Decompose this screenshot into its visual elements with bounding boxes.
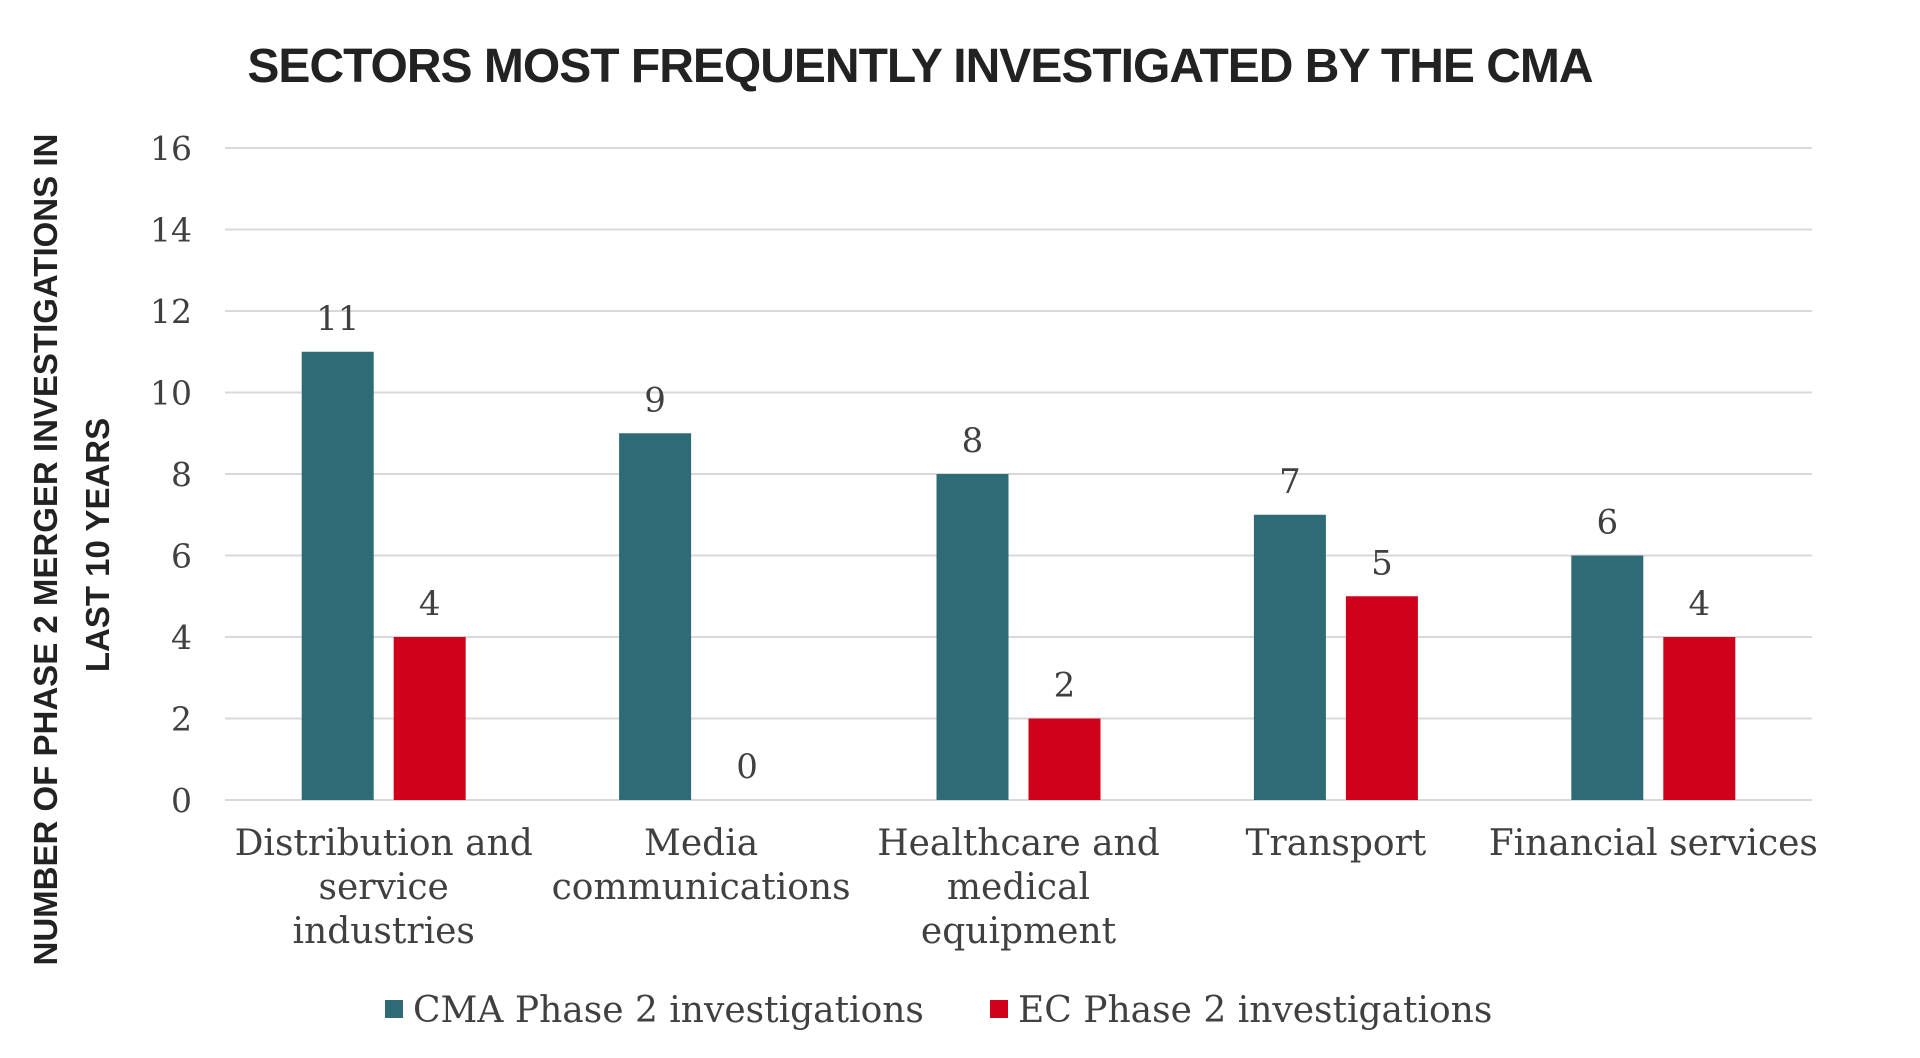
bar-cma — [1253, 514, 1326, 800]
bars — [301, 351, 1736, 800]
category-label-line: Transport — [1246, 823, 1427, 864]
y-tick-label: 4 — [171, 618, 192, 657]
y-tick-label: 0 — [171, 781, 192, 820]
legend-label: CMA Phase 2 investigations — [413, 990, 924, 1031]
gridlines — [225, 147, 1812, 801]
category-label-line: communications — [552, 867, 851, 908]
category-label: Transport — [1246, 823, 1427, 864]
category-label-line: industries — [293, 911, 475, 952]
data-label: 6 — [1596, 503, 1618, 543]
y-tick-label: 12 — [150, 292, 192, 331]
data-label: 4 — [1688, 584, 1710, 624]
y-tick-label: 16 — [150, 129, 192, 168]
data-label: 0 — [736, 747, 758, 787]
category-label-line: Distribution and — [235, 823, 533, 864]
category-label: Media communications — [552, 823, 851, 908]
chart-title: SECTORS MOST FREQUENTLY INVESTIGATED BY … — [247, 40, 1593, 93]
bar-ec — [1345, 596, 1418, 800]
data-label: 5 — [1371, 543, 1393, 583]
data-labels: 11 9 8 7 6 4 0 2 5 4 — [316, 299, 1710, 787]
data-label: 7 — [1279, 462, 1301, 502]
bar-cma — [619, 433, 692, 800]
bar-cma — [301, 351, 374, 800]
bar-ec — [393, 637, 466, 800]
y-axis-label: NUMBER OF PHASE 2 MERGER INVESTIGATIONS … — [27, 125, 116, 966]
data-label: 2 — [1054, 666, 1076, 706]
category-label-line: Media — [644, 823, 758, 864]
y-tick-label: 8 — [171, 455, 192, 494]
y-axis-ticks: 0 2 4 6 8 10 12 14 16 — [150, 129, 192, 820]
category-label-line: medical — [947, 867, 1090, 908]
legend-label: EC Phase 2 investigations — [1018, 990, 1492, 1031]
category-label-line: Healthcare and — [877, 823, 1160, 864]
data-label: 9 — [644, 380, 666, 420]
category-label: Distribution and service industries — [235, 823, 533, 952]
y-tick-label: 2 — [171, 700, 192, 739]
data-label: 11 — [316, 299, 359, 339]
y-axis-label-line-2: LAST 10 YEARS — [79, 418, 116, 672]
y-tick-label: 10 — [150, 374, 192, 413]
category-label-line: service — [319, 867, 449, 908]
category-label-line: equipment — [921, 911, 1117, 952]
y-tick-label: 14 — [150, 211, 192, 250]
category-label: Healthcare and medical equipment — [877, 823, 1160, 952]
data-label: 8 — [962, 421, 984, 461]
legend-swatch — [990, 1000, 1008, 1018]
legend-swatch — [385, 1000, 403, 1018]
bar-cma — [1571, 555, 1644, 800]
legend: CMA Phase 2 investigations EC Phase 2 inv… — [385, 990, 1492, 1031]
y-axis-label-line-1: NUMBER OF PHASE 2 MERGER INVESTIGATIONS … — [27, 134, 64, 966]
bar-ec — [1663, 637, 1736, 800]
bar-ec — [1028, 718, 1101, 800]
data-label: 4 — [419, 584, 441, 624]
bar-cma — [936, 474, 1009, 800]
category-label-line: Financial services — [1489, 823, 1818, 864]
category-label: Financial services — [1489, 823, 1818, 864]
y-tick-label: 6 — [171, 537, 192, 576]
